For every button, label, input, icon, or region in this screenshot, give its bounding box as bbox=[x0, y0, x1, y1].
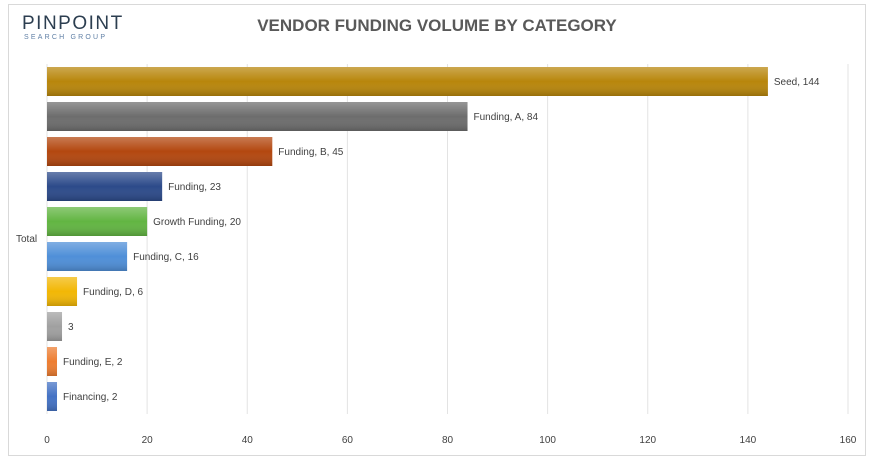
bar-data-label: Funding, C, 16 bbox=[133, 252, 199, 263]
logo-sub-text: SEARCH GROUP bbox=[24, 34, 108, 41]
bar-shading bbox=[47, 172, 163, 201]
x-tick-label: 100 bbox=[539, 435, 556, 446]
bar-data-label: Funding, B, 45 bbox=[278, 147, 343, 158]
bar-data-label: Financing, 2 bbox=[63, 392, 118, 403]
bar-shading bbox=[47, 312, 63, 341]
bar-shading bbox=[47, 137, 273, 166]
bar-shading bbox=[47, 102, 468, 131]
bar-data-label: Growth Funding, 20 bbox=[153, 217, 241, 228]
bar-shading bbox=[47, 242, 128, 271]
chart-title: VENDOR FUNDING VOLUME BY CATEGORY bbox=[257, 16, 617, 35]
bar-shading bbox=[47, 67, 768, 96]
category-axis-label: Total bbox=[16, 234, 37, 245]
bar-shading bbox=[47, 277, 78, 306]
bar-data-label: 3 bbox=[68, 322, 74, 333]
x-tick-label: 140 bbox=[740, 435, 757, 446]
x-tick-label: 80 bbox=[442, 435, 454, 446]
bar-shading bbox=[47, 382, 58, 411]
bar-shading bbox=[47, 347, 58, 376]
x-tick-label: 40 bbox=[242, 435, 254, 446]
pinpoint-logo: PINPOINT SEARCH GROUP bbox=[22, 14, 124, 42]
bar-data-label: Funding, D, 6 bbox=[83, 287, 143, 298]
x-tick-label: 120 bbox=[639, 435, 656, 446]
x-tick-label: 0 bbox=[44, 435, 50, 446]
logo-main-text: PINPOINT bbox=[22, 13, 124, 34]
bar-shading bbox=[47, 207, 148, 236]
x-tick-label: 20 bbox=[142, 435, 154, 446]
bar-data-label: Funding, 23 bbox=[168, 182, 221, 193]
x-tick-label: 160 bbox=[840, 435, 857, 446]
x-tick-label: 60 bbox=[342, 435, 354, 446]
bar-data-label: Funding, A, 84 bbox=[474, 112, 539, 123]
bar-data-label: Funding, E, 2 bbox=[63, 357, 123, 368]
bar-data-label: Seed, 144 bbox=[774, 77, 820, 88]
